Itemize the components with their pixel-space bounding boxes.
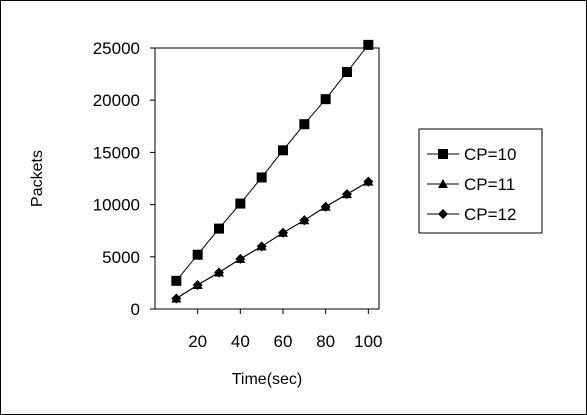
data-point: [278, 227, 288, 238]
data-point: [299, 215, 310, 226]
data-point: [278, 145, 288, 156]
series-cp-12: [171, 176, 374, 304]
x-tick-label: 60: [274, 332, 293, 351]
y-tick-label: 20000: [93, 91, 140, 110]
data-point: [214, 267, 224, 278]
data-point: [192, 249, 203, 260]
legend-marker: [438, 209, 448, 219]
data-point: [256, 241, 267, 252]
data-point: [342, 189, 352, 200]
legend-label: CP=11: [464, 175, 515, 194]
y-axis-label: Packets: [29, 150, 46, 207]
data-point: [171, 275, 182, 286]
data-point: [192, 279, 203, 290]
legend: CP=10 CP=11 CP=12: [418, 128, 543, 234]
x-tick-label: 40: [231, 332, 250, 351]
data-point: [320, 94, 331, 105]
series-line: [175, 44, 369, 282]
data-point: [363, 39, 374, 50]
legend-item: CP=10: [427, 145, 516, 164]
data-point: [363, 176, 374, 187]
data-point: [214, 223, 224, 234]
data-point: [235, 253, 246, 264]
y-tick-label: 25000: [93, 39, 140, 58]
y-tick-label: 10000: [93, 196, 140, 215]
data-point: [171, 293, 182, 304]
legend-item: CP=11: [427, 175, 515, 194]
series-line: [176, 181, 369, 299]
y-tick-label: 5000: [102, 248, 140, 267]
legend-item: CP=12: [427, 205, 516, 224]
y-tick-label: 0: [131, 300, 140, 319]
x-axis-label: Time(sec): [232, 371, 303, 388]
x-tick-label: 80: [316, 332, 335, 351]
plot-area: [154, 47, 380, 310]
legend-marker: [438, 179, 448, 188]
data-point: [299, 119, 310, 130]
legend-label: CP=12: [464, 205, 516, 224]
x-tick-label: 20: [188, 332, 207, 351]
data-point: [256, 172, 267, 183]
legend-marker: [438, 149, 448, 159]
data-point: [320, 201, 331, 212]
x-tick-label: 100: [354, 332, 382, 351]
data-point: [235, 198, 246, 209]
y-tick-label: 15000: [93, 143, 140, 162]
series-cp-10: [171, 39, 374, 286]
legend-box: [418, 128, 543, 234]
data-point: [342, 67, 352, 78]
legend-label: CP=10: [464, 145, 516, 164]
